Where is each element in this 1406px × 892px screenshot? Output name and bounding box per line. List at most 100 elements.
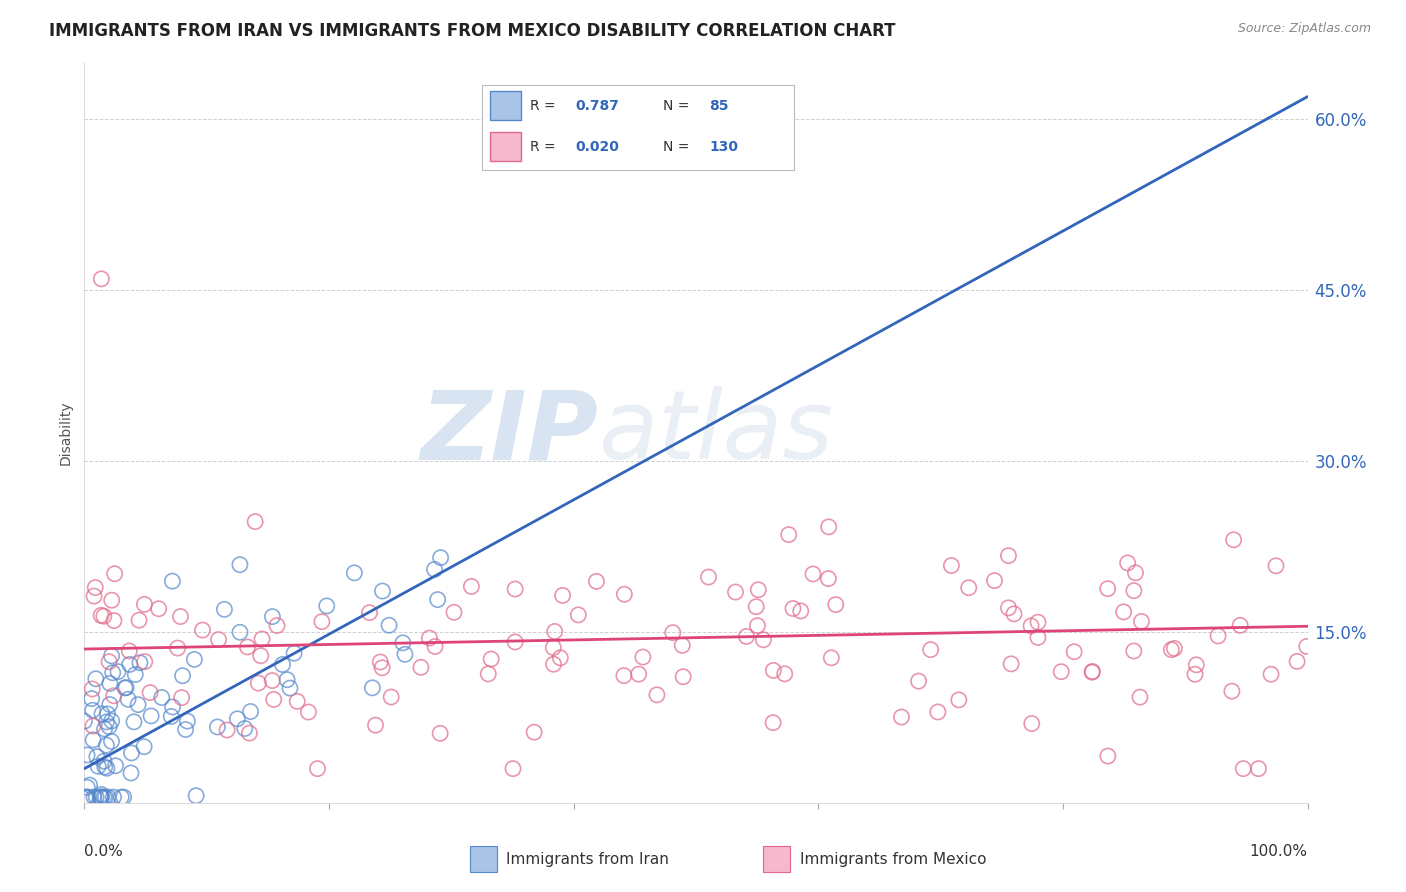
Point	[97, 790, 120, 805]
Point	[96, 714, 118, 729]
Point	[343, 566, 366, 580]
Point	[394, 648, 416, 662]
Point	[249, 648, 271, 663]
Point	[84, 581, 107, 595]
Point	[120, 766, 142, 780]
Point	[124, 667, 146, 681]
Point	[790, 604, 813, 618]
Point	[1081, 665, 1104, 679]
Point	[76, 780, 98, 795]
Point	[91, 706, 114, 721]
Point	[169, 609, 191, 624]
Point	[1122, 583, 1144, 598]
Point	[118, 657, 141, 672]
Point	[1097, 749, 1119, 764]
Point	[907, 674, 929, 689]
Point	[423, 640, 446, 654]
Point	[148, 601, 170, 615]
Point	[77, 790, 100, 805]
Point	[948, 693, 970, 707]
Point	[543, 657, 565, 672]
Point	[983, 574, 1005, 588]
Point	[82, 733, 104, 747]
Point	[183, 652, 205, 666]
Point	[418, 631, 440, 645]
Point	[585, 574, 607, 589]
Point	[1265, 558, 1288, 573]
Point	[661, 625, 683, 640]
Point	[311, 615, 333, 629]
Point	[1125, 566, 1147, 580]
Point	[93, 722, 115, 736]
Point	[184, 789, 207, 803]
Point	[1063, 645, 1085, 659]
Point	[94, 760, 117, 774]
Point	[502, 762, 524, 776]
Point	[104, 758, 127, 772]
Point	[745, 599, 768, 614]
Point	[523, 725, 546, 739]
Point	[801, 566, 824, 581]
Point	[100, 734, 122, 748]
Point	[890, 710, 912, 724]
Point	[1097, 582, 1119, 596]
Point	[263, 692, 285, 706]
Point	[73, 714, 96, 728]
Point	[1050, 665, 1073, 679]
Point	[613, 587, 636, 601]
Point	[150, 690, 173, 705]
Point	[229, 558, 252, 572]
Text: Immigrants from Iran: Immigrants from Iran	[506, 852, 669, 866]
Point	[103, 790, 125, 805]
Point	[782, 601, 804, 615]
Text: IMMIGRANTS FROM IRAN VS IMMIGRANTS FROM MEXICO DISABILITY CORRELATION CHART: IMMIGRANTS FROM IRAN VS IMMIGRANTS FROM …	[49, 22, 896, 40]
Point	[110, 790, 132, 805]
Text: atlas: atlas	[598, 386, 834, 479]
Point	[1163, 641, 1185, 656]
Point	[672, 670, 695, 684]
Point	[426, 592, 449, 607]
Point	[214, 602, 236, 616]
Point	[83, 589, 105, 603]
Point	[941, 558, 963, 573]
Point	[1247, 762, 1270, 776]
Point	[238, 726, 260, 740]
Point	[920, 642, 942, 657]
Point	[100, 714, 122, 728]
Point	[567, 607, 589, 622]
Point	[551, 589, 574, 603]
Point	[371, 584, 394, 599]
Point	[82, 703, 104, 717]
Point	[98, 655, 121, 669]
Point	[98, 676, 121, 690]
Point	[631, 650, 654, 665]
Point	[104, 566, 127, 581]
Point	[1206, 629, 1229, 643]
Point	[134, 598, 156, 612]
Y-axis label: Disability: Disability	[59, 401, 73, 465]
Point	[139, 685, 162, 699]
Point	[283, 646, 305, 660]
Point	[671, 639, 693, 653]
Point	[503, 635, 526, 649]
Point	[371, 661, 394, 675]
Point	[75, 790, 97, 805]
Point	[613, 668, 636, 682]
Point	[82, 719, 104, 733]
Point	[773, 666, 796, 681]
Point	[724, 585, 747, 599]
Point	[1081, 665, 1104, 680]
Point	[94, 790, 117, 805]
Point	[82, 681, 104, 696]
Point	[89, 790, 111, 805]
Point	[76, 747, 98, 762]
Point	[103, 689, 125, 703]
Point	[315, 599, 337, 613]
Point	[778, 527, 800, 541]
Point	[1026, 631, 1049, 645]
Point	[544, 624, 567, 639]
Point	[1112, 605, 1135, 619]
Point	[460, 579, 482, 593]
Point	[117, 692, 139, 706]
Point	[1232, 762, 1254, 776]
